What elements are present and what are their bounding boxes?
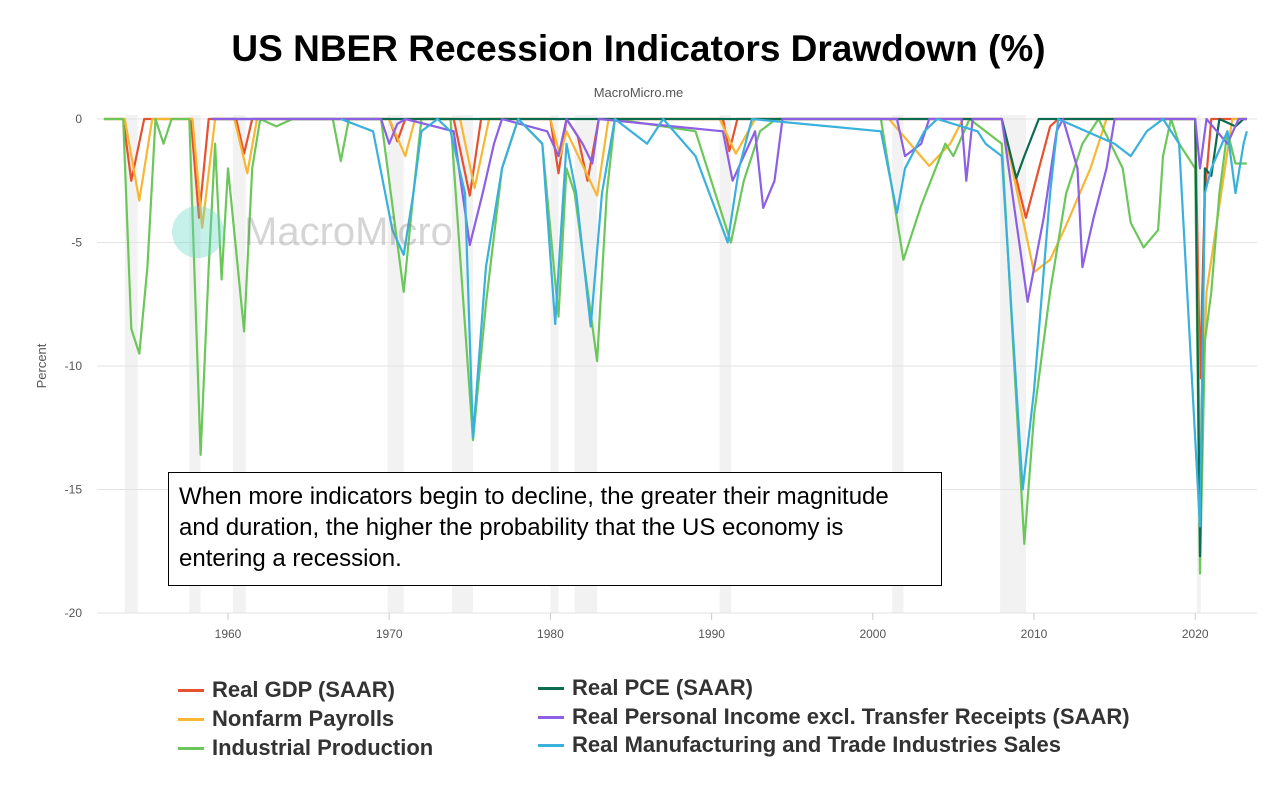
y-tick-label: -10 — [65, 359, 83, 373]
series-lines — [103, 117, 1248, 575]
y-tick-label: -20 — [65, 606, 83, 620]
legend-label: Real PCE (SAAR) — [572, 675, 753, 700]
chart-title: US NBER Recession Indicators Drawdown (%… — [231, 28, 1046, 69]
annotation-box: When more indicators begin to decline, t… — [168, 472, 942, 586]
y-axis: 0 -5 -10 -15 -20 — [65, 112, 83, 620]
legend-swatch-icon — [538, 686, 564, 690]
legend-swatch-icon — [538, 743, 564, 747]
recession-band — [189, 115, 201, 613]
x-tick-label: 1980 — [537, 627, 564, 641]
x-tick-label: 2000 — [859, 627, 886, 641]
y-tick-label: 0 — [75, 112, 82, 126]
legend-item[interactable]: Real Personal Income excl. Transfer Rece… — [538, 704, 1130, 730]
series-line-1 — [103, 117, 1247, 479]
x-tick-label: 1970 — [376, 627, 403, 641]
chart-subtitle: MacroMicro.me — [593, 85, 684, 100]
legend-item[interactable]: Nonfarm Payrolls — [178, 706, 394, 732]
x-tick-label: 2010 — [1021, 627, 1048, 641]
series-line-5 — [340, 117, 1248, 528]
series-line-2 — [103, 117, 1247, 575]
recession-band — [550, 115, 559, 613]
legend-item[interactable]: Industrial Production — [178, 735, 433, 761]
y-tick-label: -15 — [65, 483, 83, 497]
macromicro-logo-icon — [172, 206, 224, 258]
recession-band — [719, 115, 731, 613]
watermark-text: MacroMicro — [244, 209, 453, 254]
legend-swatch-icon — [538, 715, 564, 719]
series-line-4 — [211, 117, 1247, 303]
legend-item[interactable]: Real GDP (SAAR) — [178, 677, 395, 703]
x-axis: 1960 1970 1980 1990 2000 2010 2020 — [215, 613, 1209, 641]
legend-item[interactable]: Real PCE (SAAR) — [538, 675, 753, 701]
x-tick-label: 2020 — [1182, 627, 1209, 641]
watermark: MacroMicro — [172, 206, 453, 258]
x-tick-label: 1990 — [698, 627, 725, 641]
legend-swatch-icon — [178, 717, 204, 721]
legend-label: Industrial Production — [212, 735, 434, 760]
legend-item[interactable]: Real Manufacturing and Trade Industries … — [538, 732, 1061, 758]
y-axis-label: Percent — [34, 343, 49, 388]
x-tick-label: 1960 — [215, 627, 242, 641]
y-tick-label: -5 — [71, 236, 82, 250]
legend-label: Real Personal Income excl. Transfer Rece… — [572, 704, 1130, 729]
legend-label: Real GDP (SAAR) — [212, 677, 395, 702]
recession-band — [892, 115, 904, 613]
legend-label: Real Manufacturing and Trade Industries … — [572, 732, 1062, 757]
legend-swatch-icon — [178, 688, 204, 692]
legend-label: Nonfarm Payrolls — [212, 706, 395, 731]
legend-swatch-icon — [178, 746, 204, 750]
